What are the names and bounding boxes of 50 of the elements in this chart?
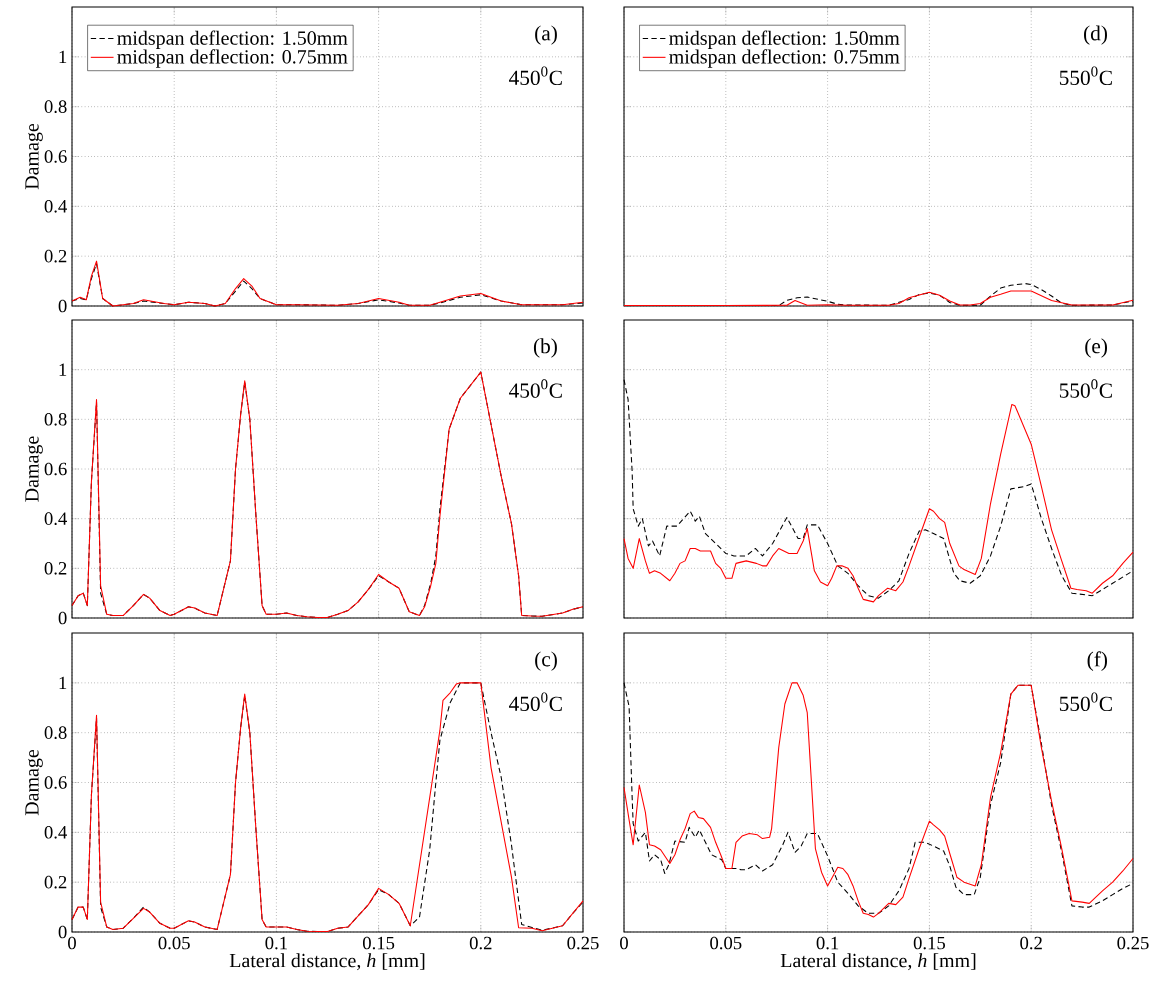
annotation: 450$^{0}$C xyxy=(509,66,562,86)
x-tick-label: 0.05 xyxy=(158,936,190,950)
y-tick-label: 0.8 xyxy=(44,413,67,426)
y-axis-title: Damage xyxy=(25,749,43,816)
annotation: 450$^{0}$C xyxy=(509,379,562,398)
y-tick-label: 0 xyxy=(58,925,67,939)
y-tick-label: 0.6 xyxy=(44,776,67,789)
y-tick-label: 0.4 xyxy=(44,826,68,839)
x-tick-label: 0.15 xyxy=(362,936,395,950)
x-tick-label: 0.2 xyxy=(1020,936,1042,950)
annotation: 550$^{0}$C xyxy=(1059,692,1112,712)
y-tick-label: 0.8 xyxy=(44,100,67,114)
annotation: (f) xyxy=(1087,651,1108,671)
annotation: (c) xyxy=(535,651,557,671)
y-tick-label: 0.8 xyxy=(44,726,67,740)
y-tick-label: 1 xyxy=(59,363,67,376)
y-tick-label: 0.4 xyxy=(44,512,68,526)
y-tick-label: 0.2 xyxy=(44,249,67,263)
x-tick-label: 0.2 xyxy=(469,936,492,950)
legend-label: midspan deflection: 1.50mm xyxy=(117,30,348,49)
legend-label: midspan deflection: 0.75mm xyxy=(669,49,900,68)
y-tick-label: 0.6 xyxy=(44,462,67,476)
x-axis-title: Lateral distance, h [mm] xyxy=(229,953,425,971)
annotation: (d) xyxy=(1084,25,1108,45)
y-tick-label: 0.2 xyxy=(44,875,67,889)
legend-label: midspan deflection: 1.50mm xyxy=(669,30,900,49)
y-axis-title: Damage xyxy=(25,123,43,190)
x-axis-title: Lateral distance, h [mm] xyxy=(780,953,976,971)
annotation: (a) xyxy=(535,25,557,45)
annotation: 550$^{0}$C xyxy=(1059,379,1112,398)
x-tick-label: 0.15 xyxy=(913,936,946,950)
y-tick-label: 1 xyxy=(59,676,67,690)
annotation: 550$^{0}$C xyxy=(1059,66,1112,86)
y-axis-title: Damage xyxy=(25,436,43,502)
x-tick-label: 0 xyxy=(620,936,628,950)
x-tick-label: 0.05 xyxy=(710,936,742,950)
x-tick-label: 0.1 xyxy=(816,936,839,950)
y-tick-label: 0.6 xyxy=(44,150,67,163)
x-tick-label: 0.25 xyxy=(567,936,599,950)
annotation: 450$^{0}$C xyxy=(509,692,562,712)
y-tick-label: 0.4 xyxy=(44,199,68,213)
annotation: (b) xyxy=(533,338,557,358)
y-tick-label: 0 xyxy=(58,299,67,313)
y-tick-label: 1 xyxy=(59,50,67,63)
annotation: (e) xyxy=(1085,338,1108,358)
x-tick-label: 0.1 xyxy=(265,936,287,950)
y-tick-label: 0.2 xyxy=(44,561,67,575)
legend-label: midspan deflection: 0.75mm xyxy=(117,49,348,68)
y-tick-label: 0 xyxy=(58,611,67,625)
x-tick-label: 0.25 xyxy=(1117,936,1149,950)
